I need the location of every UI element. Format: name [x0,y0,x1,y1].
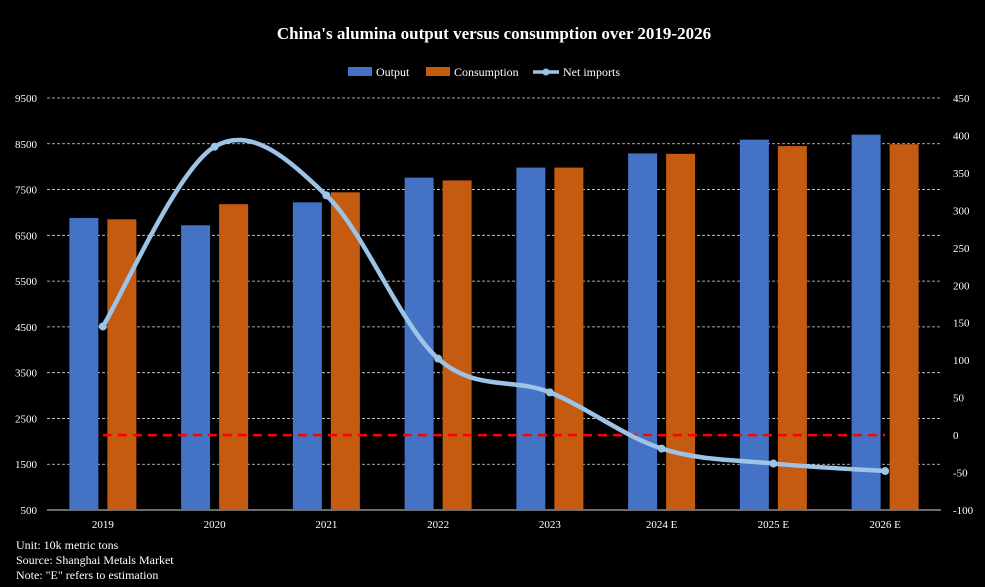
y-right-tick-label: 100 [953,355,970,367]
net-imports-point [769,459,778,468]
x-tick-label: 2019 [92,519,115,531]
gridlines [47,97,941,511]
bar-output [628,153,658,510]
bar-consumption [107,219,137,511]
net-imports-point [434,354,443,363]
bar-consumption [442,180,472,510]
legend: Output Consumption Net imports [348,65,620,79]
x-tick-label: 2021 [315,519,337,531]
legend-label-net-imports: Net imports [563,65,620,79]
chart-notes: Unit: 10k metric tons Source: Shanghai M… [16,538,174,583]
y-right-tick-label: 300 [953,205,970,217]
y-left-tick-label: 7500 [15,185,38,197]
net-imports-point [210,142,219,151]
y-right-tick-label: 450 [953,93,970,105]
net-imports-point [98,322,107,331]
x-tick-label: 2025 E [758,519,790,531]
note-estimation: Note: "E" refers to estimation [16,568,159,582]
y-right-tick-label: -100 [953,505,974,517]
y-left-tick-label: 1500 [15,459,38,471]
net-imports-line-group [98,137,890,476]
y-left-tick-label: 9500 [15,93,38,105]
y-left-tick-label: 8500 [15,139,38,151]
y-left-tick-label: 3500 [15,368,38,380]
bar-output [739,139,769,510]
x-tick-label: 2022 [427,519,449,531]
bar-consumption [330,192,360,510]
legend-label-output: Output [376,65,410,79]
y-right-tick-label: 400 [953,130,970,142]
bar-output [181,225,211,511]
bar-output [851,134,881,510]
bar-consumption [777,146,807,511]
y-right-tick-label: 50 [953,393,965,405]
y-right-tick-label: 250 [953,243,970,255]
net-imports-point [881,467,890,476]
y-right-tick-label: 150 [953,318,970,330]
y-right-tick-label: -50 [953,468,968,480]
y-right-tick-label: 350 [953,168,970,180]
bar-output [292,202,322,510]
net-imports-point [322,191,331,200]
bar-output [69,217,99,510]
y-left-tick-label: 4500 [15,322,38,334]
y-right-tick-label: 0 [953,430,959,442]
legend-label-consumption: Consumption [454,65,519,79]
y-right-tick-label: 200 [953,280,970,292]
y-left-tick-label: 5500 [15,276,38,288]
legend-marker-net-imports [542,68,550,76]
legend-swatch-consumption [426,67,450,76]
y-left-tick-label: 2500 [15,413,38,425]
note-unit: Unit: 10k metric tons [16,538,119,552]
bar-output [516,167,546,511]
y-left-tick-label: 500 [21,505,38,517]
bars [69,134,919,511]
x-tick-label: 2026 E [869,519,901,531]
x-tick-label: 2024 E [646,519,678,531]
note-source: Source: Shanghai Metals Market [16,553,174,567]
net-imports-point [657,444,666,453]
y-left-tick-label: 6500 [15,230,38,242]
x-tick-label: 2020 [204,519,227,531]
bar-consumption [219,204,249,510]
bar-consumption [554,167,584,511]
axis-labels: 500150025003500450055006500750085009500-… [15,93,974,531]
bar-output [404,177,434,511]
legend-swatch-output [348,67,372,76]
bar-consumption [889,144,919,511]
chart-title: China's alumina output versus consumptio… [277,24,711,43]
x-tick-label: 2023 [539,519,562,531]
net-imports-point [545,388,554,397]
